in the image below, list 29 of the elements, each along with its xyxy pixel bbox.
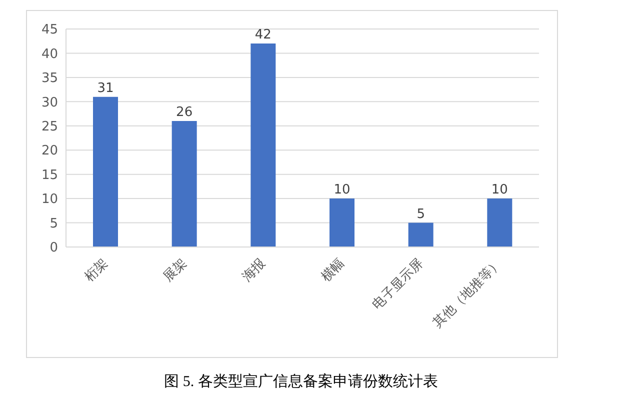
x-tick-label: 横幅 — [318, 256, 348, 286]
y-tick-label: 45 — [41, 22, 58, 38]
x-tick-label: 展架 — [160, 256, 190, 286]
data-label: 10 — [334, 182, 350, 198]
y-tick-label: 5 — [50, 216, 58, 232]
y-tick-label: 0 — [50, 240, 58, 256]
bar — [408, 222, 434, 247]
bar — [487, 198, 512, 247]
y-tick-label: 15 — [41, 168, 58, 183]
y-tick-label: 25 — [41, 120, 58, 135]
bar — [93, 96, 118, 247]
data-label: 10 — [491, 182, 508, 198]
bar — [330, 198, 354, 247]
bar — [250, 44, 276, 247]
x-tick-label: 桁架 — [82, 256, 112, 286]
y-tick-label: 20 — [41, 144, 58, 159]
x-tick-label: 其他（地推等） — [430, 256, 506, 332]
data-label: 5 — [416, 206, 425, 222]
y-tick-label: 30 — [41, 95, 58, 110]
bar — [172, 121, 197, 247]
y-tick-label: 40 — [41, 46, 58, 62]
data-label: 26 — [176, 105, 193, 120]
y-tick-label: 10 — [41, 192, 58, 208]
text: 图 5. 各类型宣广信息备案申请份数统计表 — [163, 372, 439, 391]
y-tick-label: 35 — [41, 71, 58, 86]
x-tick-label: 海报 — [240, 256, 269, 286]
x-tick-label: 电子显示屏 — [370, 256, 426, 313]
data-label: 31 — [97, 80, 114, 96]
data-label: 42 — [254, 28, 272, 43]
